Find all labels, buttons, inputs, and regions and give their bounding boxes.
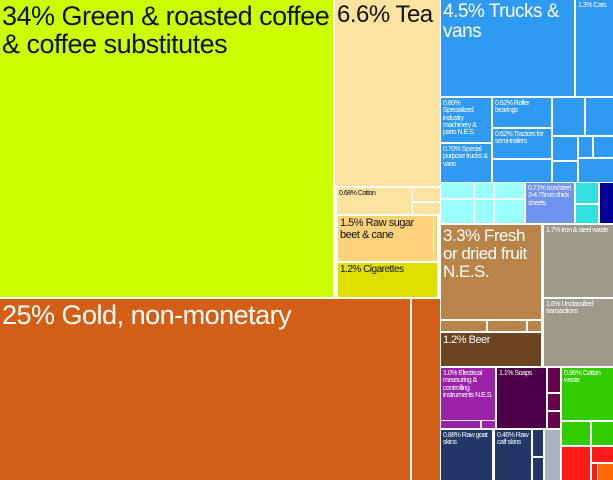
treemap-cell	[528, 321, 541, 331]
treemap-cell	[413, 188, 440, 201]
treemap-cell	[553, 98, 584, 135]
treemap-cell: 1.7% Iron & steel waste	[544, 225, 613, 297]
treemap-cell: 1.5% Raw sugar beet & cane	[338, 216, 433, 261]
treemap-cell: 0.68% Cotton	[337, 188, 412, 214]
treemap-cell-label: 1.5% Raw sugar beet & cane	[340, 217, 414, 241]
treemap-cell	[548, 394, 560, 410]
treemap-cell: 0.62% Tractors for semi-trailers	[493, 129, 551, 158]
treemap-cell	[548, 412, 560, 428]
treemap-cell: 0.70% Special purpose trucks & vans	[441, 144, 491, 182]
treemap-cell-label: 1.2% Beer	[443, 334, 490, 346]
treemap-cell-label: 0.71% Iron/steel 3-4.75mm thick sheets	[528, 185, 571, 207]
treemap-cell	[493, 160, 551, 182]
treemap-cell	[495, 183, 524, 198]
treemap-cell: 0.62% Roller bearings	[493, 98, 551, 127]
treemap-cell-label: 0.96% Cotton waste	[564, 370, 601, 385]
treemap-cell	[475, 183, 493, 198]
treemap-cell-label: 0.88% Raw goat skins	[443, 432, 488, 447]
treemap-cell	[598, 464, 613, 480]
treemap-cell: 0.88% Raw goat skins	[441, 430, 492, 480]
treemap-cell-label: 6.6% Tea	[337, 1, 433, 28]
treemap-cell	[437, 299, 440, 480]
treemap-cell	[594, 137, 613, 157]
treemap-cell	[495, 200, 524, 223]
treemap-cell-label: 1.3% Cars	[578, 2, 607, 9]
treemap-cell-label: 1.0% Electrical measuring & controlling …	[443, 370, 493, 400]
treemap-cell	[553, 137, 577, 160]
treemap-cell	[441, 183, 473, 198]
treemap-cell	[579, 137, 592, 157]
treemap-cell: 0.80% Specialized industry machinery & p…	[441, 98, 491, 142]
treemap-cell: 0.46% Raw calf skins	[495, 430, 531, 480]
treemap-cell	[533, 430, 543, 456]
treemap-cell-label: 0.70% Special purpose trucks & vans	[443, 146, 488, 168]
treemap-cell	[576, 205, 598, 223]
treemap-cell-label: 1.1% Soaps	[499, 370, 532, 377]
treemap-cell	[592, 464, 597, 480]
treemap-cell	[475, 200, 493, 223]
treemap-cell	[413, 203, 440, 214]
treemap-cell: 25% Gold, non-monetary	[0, 299, 410, 480]
treemap-cell: 34% Green & roasted coffee & coffee subs…	[0, 0, 333, 297]
treemap-cell	[545, 430, 560, 480]
treemap-cell	[592, 447, 613, 462]
treemap-cell: 3.3% Fresh or dried fruit N.E.S.	[441, 225, 541, 319]
treemap-cell-label: 1.7% Iron & steel waste	[546, 227, 609, 234]
treemap-cell	[441, 421, 480, 428]
treemap-cell: 1.3% Cars	[576, 0, 613, 96]
treemap-cell: 1.2% Beer	[441, 333, 541, 366]
treemap-cell	[576, 183, 598, 203]
treemap-cell	[488, 321, 526, 331]
treemap-cell: 1.1% Soaps	[497, 368, 546, 428]
treemap-cell-label: 34% Green & roasted coffee & coffee subs…	[2, 1, 330, 60]
treemap-cell: 1.0% Electrical measuring & controlling …	[441, 368, 495, 420]
treemap-cell	[579, 159, 613, 182]
treemap-cell	[412, 299, 437, 480]
treemap-cell	[553, 162, 577, 182]
treemap-cell	[600, 183, 613, 223]
treemap-cell: 0.71% Iron/steel 3-4.75mm thick sheets	[526, 183, 574, 223]
treemap-cell	[441, 321, 486, 331]
treemap-cell-label: 0.62% Tractors for semi-trailers	[495, 131, 544, 146]
treemap-cell	[562, 447, 590, 480]
treemap-cell: 1.2% Cigarettes	[338, 263, 437, 297]
treemap-cell	[434, 216, 437, 261]
treemap-cell: 0.96% Cotton waste	[562, 368, 613, 420]
treemap-cell-label: 3.3% Fresh or dried fruit N.E.S.	[443, 226, 527, 281]
treemap-cell-label: 0.80% Specialized industry machinery & p…	[443, 100, 477, 137]
treemap-cell	[592, 422, 613, 445]
treemap-cell	[586, 98, 613, 135]
treemap-cell-label: 0.68% Cotton	[339, 190, 376, 197]
treemap-cell-label: 0.62% Roller bearings	[495, 100, 530, 115]
treemap-cell: 1.6% Unclassified transactions	[544, 299, 613, 366]
treemap-cell-label: 1.6% Unclassified transactions	[546, 301, 594, 316]
treemap-cell-label: 25% Gold, non-monetary	[2, 300, 292, 330]
treemap-cell: 4.5% Trucks & vans	[441, 0, 574, 96]
treemap-cell	[548, 368, 560, 392]
treemap-cell-label: 4.5% Trucks & vans	[443, 1, 560, 42]
treemap-cell	[562, 422, 590, 445]
treemap-cell	[533, 458, 543, 480]
treemap-cell-label: 0.46% Raw calf skins	[497, 432, 529, 447]
treemap-cell-label: 1.2% Cigarettes	[340, 264, 404, 275]
treemap-cell: 6.6% Tea	[335, 0, 440, 186]
treemap-cell	[441, 200, 473, 223]
treemap-cell	[482, 421, 495, 428]
